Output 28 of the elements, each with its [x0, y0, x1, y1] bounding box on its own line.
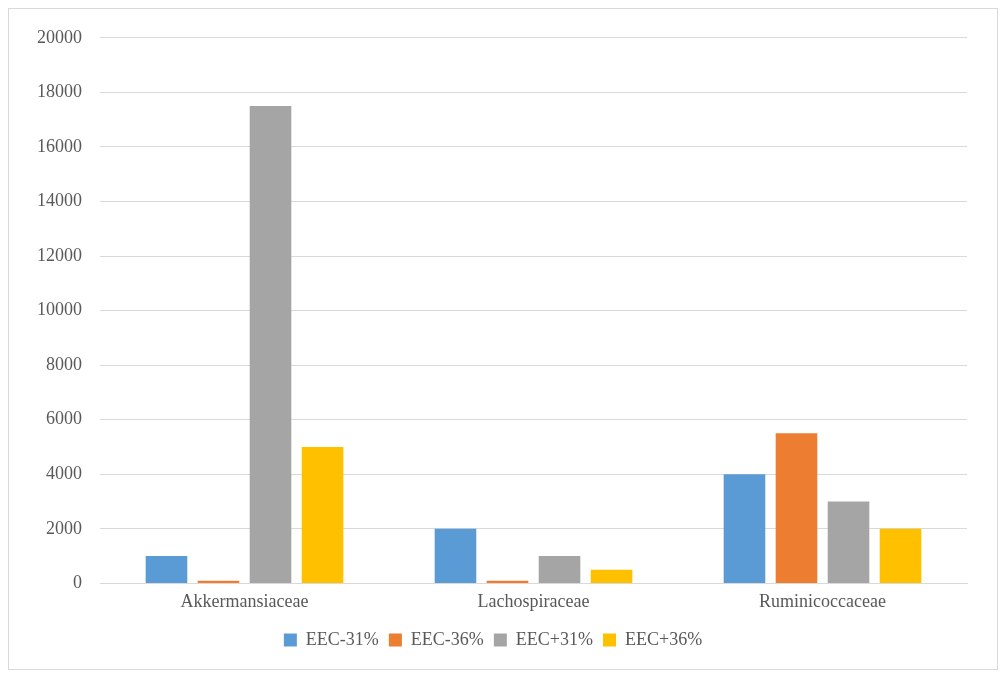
y-tick-label: 2000 [46, 517, 82, 538]
y-tick-label: 0 [73, 572, 82, 593]
y-tick-label: 12000 [37, 244, 82, 265]
legend-label: EEC-36% [410, 628, 484, 649]
y-tick-label: 20000 [37, 26, 82, 47]
legend-label: EEC+36% [624, 628, 703, 649]
bar [775, 433, 818, 583]
x-tick-label: Akkermansiaceae [180, 590, 309, 611]
bar [879, 528, 922, 583]
bar [434, 528, 477, 583]
x-tick-label: Lachospiraceae [477, 590, 590, 611]
y-tick-label: 6000 [46, 408, 82, 429]
y-tick-label: 10000 [37, 299, 82, 320]
bar [301, 447, 344, 583]
x-tick-label: Ruminicoccaceae [759, 590, 886, 611]
y-tick-label: 18000 [37, 81, 82, 102]
bar [249, 106, 292, 583]
y-tick-label: 14000 [37, 190, 82, 211]
y-tick-label: 4000 [46, 463, 82, 484]
bar [145, 556, 188, 583]
bar [538, 556, 581, 583]
y-tick-label: 16000 [37, 135, 82, 156]
legend-label: EEC+31% [515, 628, 593, 649]
legend-label: EEC-31% [305, 628, 379, 649]
bar [590, 569, 633, 583]
bar [723, 474, 766, 583]
y-tick-label: 8000 [46, 353, 82, 374]
bar [827, 501, 870, 583]
